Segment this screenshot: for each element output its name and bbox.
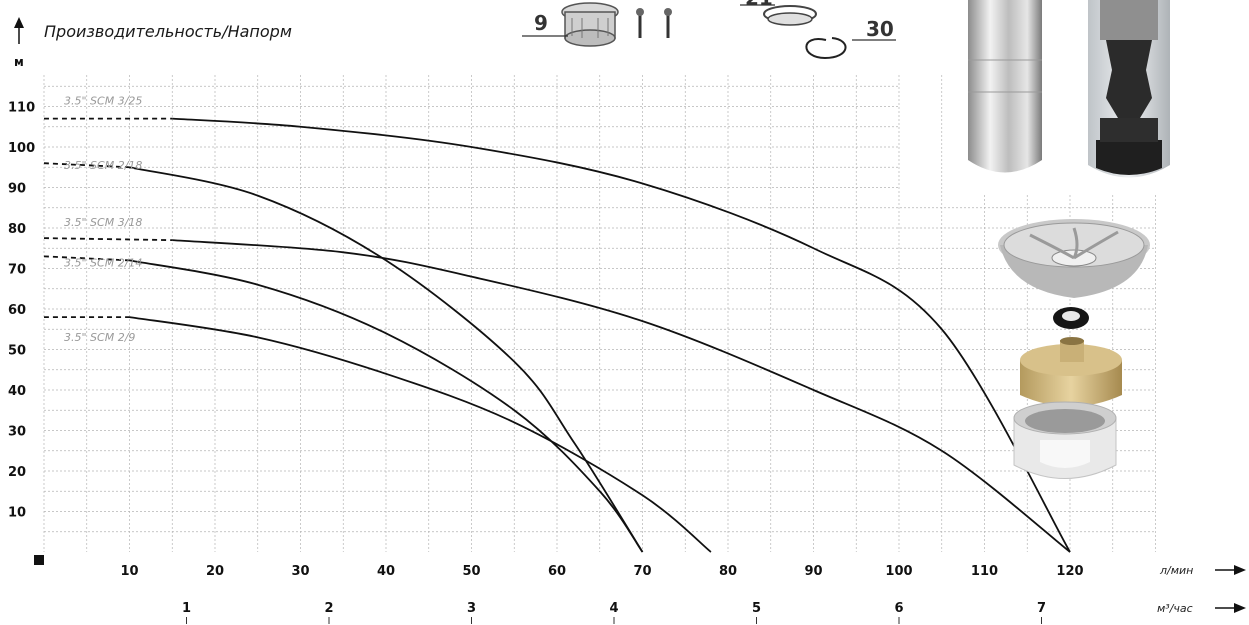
y-tick-label: 100: [8, 141, 35, 156]
x-tick-label: 30: [291, 564, 309, 579]
callout-30: 30: [866, 17, 894, 41]
series-curve: [129, 316, 712, 553]
x2-axis-arrow: [1215, 603, 1246, 613]
x-tick-label: 80: [719, 564, 737, 579]
x-tick-label: 20: [206, 564, 224, 579]
series-curve: [172, 117, 1071, 553]
chart-title: Производительность/Напорм: [44, 22, 292, 41]
x-axis-arrow: [1215, 565, 1246, 575]
x2-tick-label: 2: [324, 601, 333, 616]
y-tick-label: 50: [8, 344, 26, 359]
x-tick-label: 10: [120, 564, 138, 579]
series-curve: [172, 239, 1071, 553]
y-tick-label: 110: [8, 101, 35, 116]
x-tick-label: 60: [548, 564, 566, 579]
x2-tick-label: 7: [1037, 601, 1046, 616]
x2-tick-labels: 1 2 3 4 5 6 7: [182, 601, 1046, 624]
x-tick-label: 120: [1056, 564, 1083, 579]
x-tick-label: 90: [804, 564, 822, 579]
series-curves: [43, 117, 1071, 553]
x2-tick-label: 6: [894, 601, 903, 616]
x2-tick-label: 5: [752, 601, 761, 616]
series-label: 3.5" SCM 2/14: [64, 256, 142, 269]
series-label: 3.5" SCM 3/18: [64, 216, 142, 229]
x-tick-label: 50: [462, 564, 480, 579]
y-axis-arrow: [14, 17, 24, 44]
series-labels: 3.5" SCM 3/25 3.5" SCM 2/18 3.5" SCM 3/18 3…: [64, 95, 142, 344]
series-label: 3.5" SCM 2/9: [64, 331, 135, 344]
x-unit-label: л/мин: [1159, 564, 1193, 577]
series-label: 3.5" SCM 2/18: [64, 159, 142, 172]
x2-tick-label: 1: [182, 601, 191, 616]
impeller-stack-icon: [998, 219, 1150, 479]
callout-21: 21: [745, 0, 773, 10]
y-tick-label: 70: [8, 263, 26, 278]
seal-parts-icon: [561, 2, 847, 60]
y-tick-label: 90: [8, 182, 26, 197]
y-tick-label: 10: [8, 506, 26, 521]
x-tick-label: 40: [377, 564, 395, 579]
y-unit-label: м: [14, 55, 24, 69]
y-tick-label: 80: [8, 222, 26, 237]
y-tick-label: 30: [8, 425, 26, 440]
series-curve: [129, 259, 644, 553]
x-tick-label: 100: [885, 564, 912, 579]
y-tick-label: 20: [8, 465, 26, 480]
y-tick-label: 60: [8, 303, 26, 318]
x-tick-label: 70: [633, 564, 651, 579]
pump-body-icon: [968, 0, 1170, 178]
origin-marker: [34, 555, 44, 565]
y-tick-label: 40: [8, 384, 26, 399]
x2-unit-label: м³/час: [1157, 602, 1193, 615]
x-tick-labels: 10 20 30 40 50 60 70 80 90 100 110 120: [120, 564, 1083, 579]
x2-tick-label: 3: [467, 601, 476, 616]
x-tick-label: 110: [971, 564, 998, 579]
callout-9: 9: [534, 11, 548, 35]
series-curve-extension: [43, 237, 173, 242]
y-tick-labels: 10 20 30 40 50 60 70 80 90 100 110: [8, 101, 35, 521]
x2-tick-label: 4: [609, 601, 618, 616]
series-label: 3.5" SCM 3/25: [64, 95, 142, 108]
series-curve: [129, 166, 644, 553]
